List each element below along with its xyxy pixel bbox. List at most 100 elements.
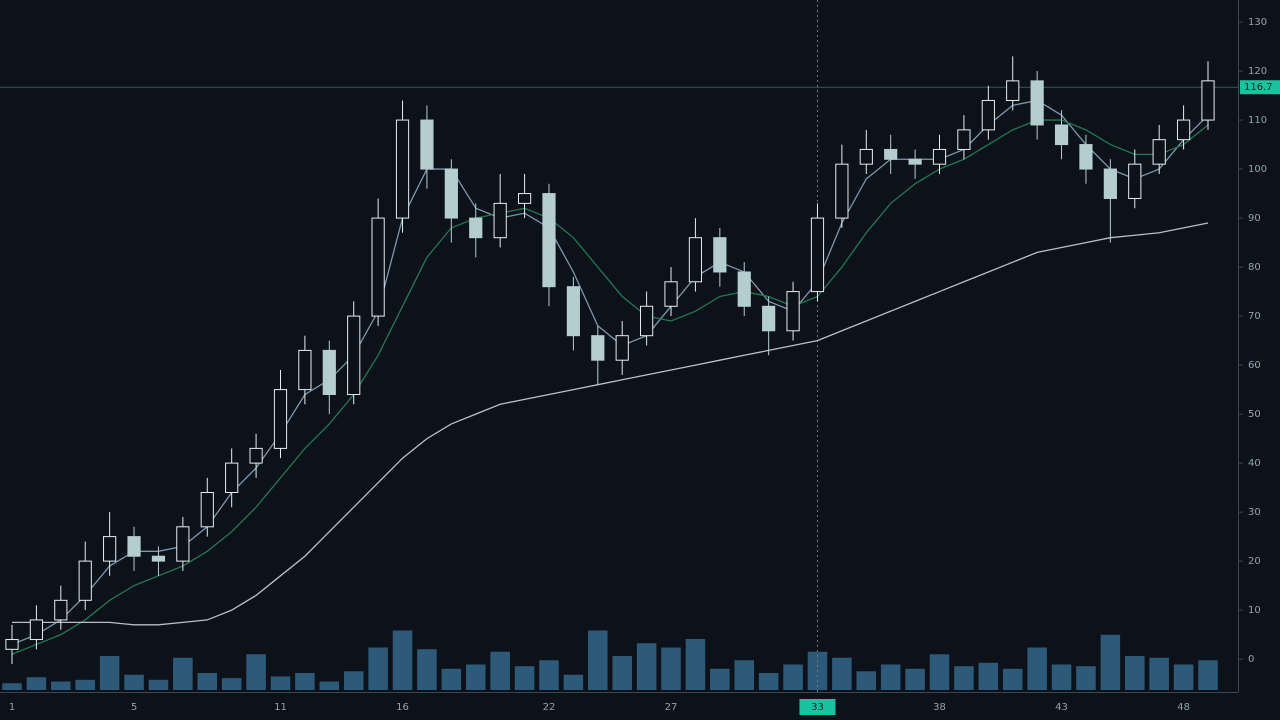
x-tick-label: 16 — [396, 702, 409, 713]
candle-body — [859, 148, 873, 165]
x-tick-label: 43 — [1055, 702, 1068, 713]
candle-body — [1152, 139, 1166, 165]
volume-bar — [295, 673, 315, 690]
candle-body — [200, 492, 214, 528]
x-tick-label: 1 — [9, 702, 15, 713]
volume-bar — [465, 664, 486, 690]
candle-body — [371, 217, 385, 317]
candle-body — [640, 305, 654, 337]
volume-bar — [905, 668, 925, 690]
volume-bar — [1027, 647, 1047, 690]
volume-bar — [51, 681, 71, 690]
x-tick-label: 27 — [665, 702, 678, 713]
volume-bar — [880, 664, 901, 690]
y-tick-label: 50 — [1248, 409, 1261, 420]
volume-bar — [734, 660, 755, 690]
y-tick-label: 130 — [1248, 17, 1267, 28]
candle-body — [1030, 80, 1044, 126]
candle-body — [78, 560, 92, 601]
y-tick-label: 80 — [1248, 262, 1261, 273]
volume-bar — [1173, 664, 1194, 690]
candle-body — [957, 129, 971, 150]
candle-body — [737, 271, 751, 307]
candle-body — [566, 286, 580, 337]
candle-body — [908, 158, 922, 165]
volume-bar — [1051, 664, 1072, 690]
volume-bar — [856, 671, 877, 690]
candle-body — [469, 217, 483, 239]
volume-bar — [783, 664, 803, 690]
crosshair-label-bg — [799, 699, 836, 715]
volume-bar — [246, 654, 266, 690]
y-tick-label: 0 — [1248, 654, 1254, 665]
x-tick-label: 38 — [933, 702, 946, 713]
x-tick-label: 33 — [811, 702, 824, 713]
candle-body — [151, 555, 166, 562]
volume-bar — [563, 674, 584, 690]
y-tick-label: 120 — [1248, 66, 1267, 77]
volume-bar — [1100, 634, 1121, 690]
volume-bar — [173, 657, 193, 690]
candle-body — [29, 619, 44, 641]
candle-body — [1128, 163, 1142, 199]
candle-body — [444, 168, 458, 219]
candle-body — [225, 462, 239, 494]
candle-body — [1201, 80, 1215, 121]
volume-bar — [588, 630, 608, 690]
candle-body — [1054, 124, 1069, 146]
volume-bar — [2, 683, 22, 690]
candle-body — [884, 148, 898, 160]
volume-bar — [1149, 657, 1169, 690]
y-tick-label: 10 — [1248, 605, 1261, 616]
x-tick-label: 22 — [543, 702, 556, 713]
candle-body — [273, 389, 288, 449]
volume-bar — [1125, 656, 1145, 690]
candle-body — [176, 526, 190, 562]
candle-body — [1079, 144, 1093, 170]
y-tick-label: 70 — [1248, 311, 1261, 322]
candle-body — [347, 315, 361, 395]
candle-body — [1176, 119, 1191, 141]
volume-bar — [539, 660, 559, 690]
candle-body — [493, 202, 507, 239]
y-tick-label: 40 — [1248, 458, 1261, 469]
volume-bar — [124, 674, 144, 690]
x-tick-label: 5 — [131, 702, 137, 713]
candle-body — [762, 305, 776, 332]
candle-body — [127, 536, 141, 557]
candle-body — [615, 335, 629, 361]
candle-body — [664, 281, 678, 307]
moving-average — [12, 222, 1209, 626]
candle-body — [298, 349, 312, 391]
volume-bar — [758, 673, 779, 690]
candle-body — [786, 291, 800, 332]
volume-bar — [75, 679, 95, 690]
volume-bar — [26, 677, 47, 690]
candle-body — [5, 639, 19, 650]
candle-body — [420, 119, 434, 170]
volume-bar — [612, 656, 632, 690]
volume-bar — [417, 649, 437, 690]
volume-bar — [978, 662, 999, 690]
candle-body — [1006, 80, 1020, 101]
y-tick-label: 30 — [1248, 507, 1261, 518]
y-tick-label: 20 — [1248, 556, 1261, 567]
x-tick-label: 48 — [1177, 702, 1190, 713]
volume-bar — [319, 681, 340, 690]
volume-bar — [661, 647, 681, 690]
candle-body — [932, 148, 947, 165]
candle-body — [395, 119, 410, 219]
candle-body — [713, 237, 727, 273]
candle-body — [810, 217, 825, 293]
candle-body — [103, 536, 117, 562]
price-label-bg — [1240, 80, 1280, 95]
volume-bar — [490, 651, 510, 690]
volume-bar — [221, 678, 242, 690]
x-tick-label: 11 — [274, 702, 287, 713]
volume-bar — [636, 643, 657, 690]
volume-bar — [514, 666, 535, 690]
volume-bar — [197, 673, 218, 690]
